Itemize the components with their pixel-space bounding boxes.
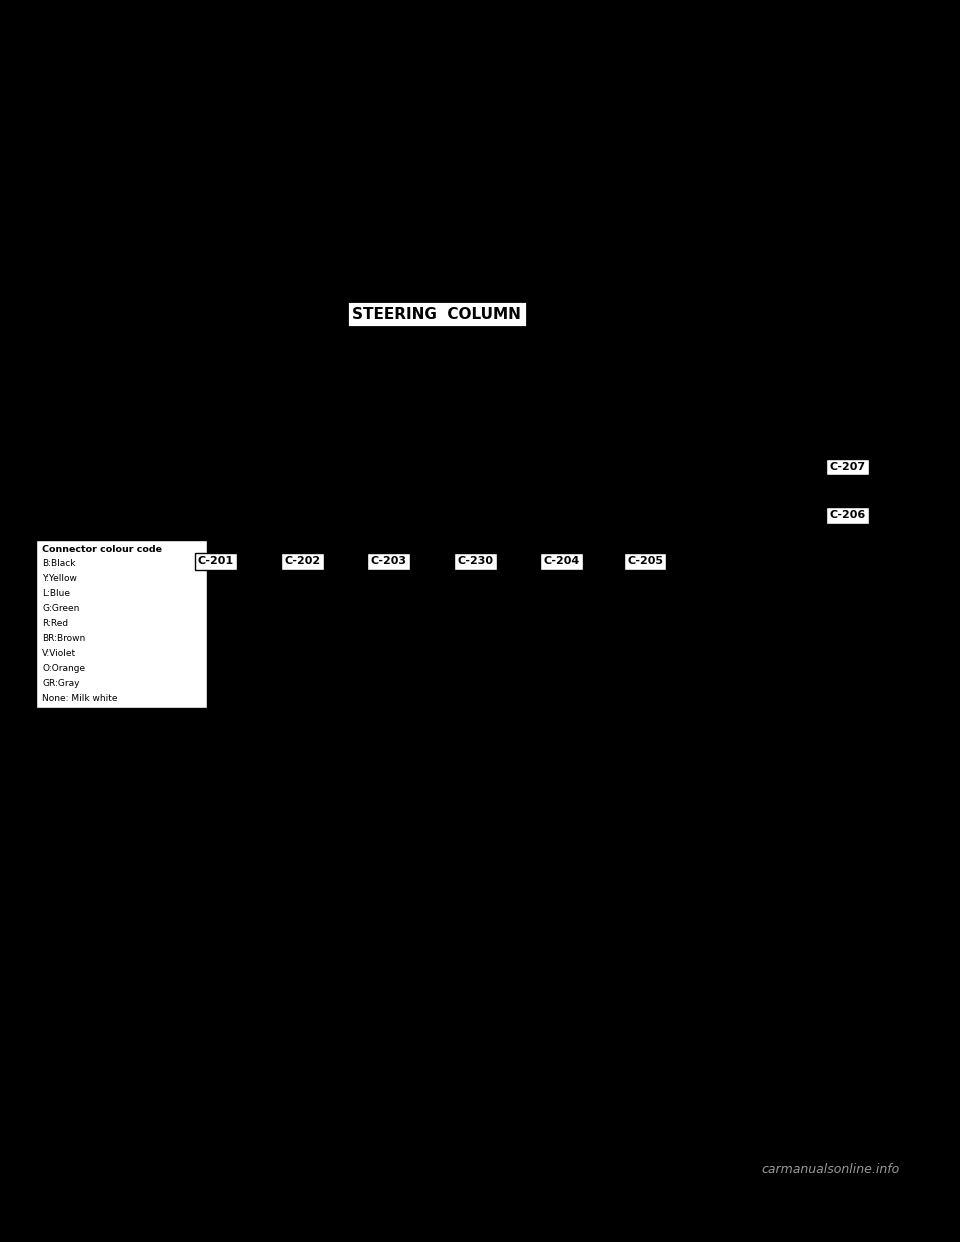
Text: BR:Brown: BR:Brown <box>42 635 85 643</box>
Text: Connector colour code: Connector colour code <box>42 545 162 554</box>
Text: C-202: C-202 <box>284 556 321 566</box>
Text: C-204: C-204 <box>543 556 580 566</box>
Text: None: Milk white: None: Milk white <box>42 694 118 703</box>
Text: C-207: C-207 <box>829 462 866 472</box>
Text: L:Blue: L:Blue <box>42 589 70 597</box>
Text: carmanualsonline.info: carmanualsonline.info <box>761 1164 900 1176</box>
Text: C-201: C-201 <box>198 556 234 566</box>
Text: C-205: C-205 <box>627 556 663 566</box>
Text: G:Green: G:Green <box>42 604 80 614</box>
Text: O:Orange: O:Orange <box>42 664 85 673</box>
Text: GR:Gray: GR:Gray <box>42 679 80 688</box>
Text: Y:Yellow: Y:Yellow <box>42 574 77 582</box>
Text: B:Black: B:Black <box>42 559 76 568</box>
FancyBboxPatch shape <box>36 540 207 708</box>
Text: V:Violet: V:Violet <box>42 650 77 658</box>
Text: R:Red: R:Red <box>42 619 68 628</box>
Text: C-230: C-230 <box>457 556 493 566</box>
Text: C-206: C-206 <box>829 510 866 520</box>
Text: STEERING  COLUMN: STEERING COLUMN <box>352 307 521 322</box>
Text: C-203: C-203 <box>371 556 407 566</box>
